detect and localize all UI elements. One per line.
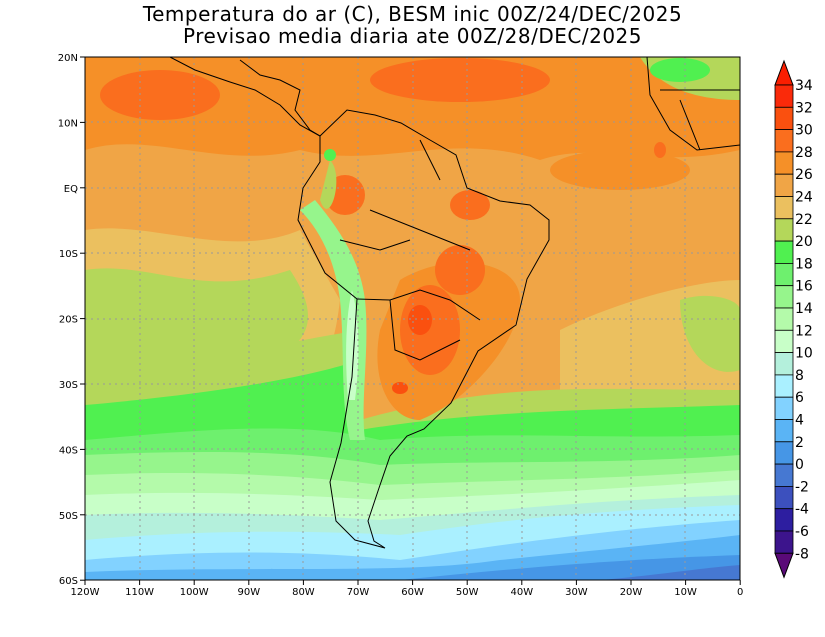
lon-label: 110W bbox=[125, 587, 154, 598]
colorbar-label: 10 bbox=[795, 346, 813, 362]
colorbar-bin bbox=[774, 218, 794, 242]
colorbar-label: 2 bbox=[795, 435, 804, 451]
colorbar-bin bbox=[774, 329, 794, 353]
colorbar-bin bbox=[774, 84, 794, 108]
lat-label: 20S bbox=[59, 315, 78, 326]
colorbar-over-triangle bbox=[774, 59, 794, 86]
colorbar-label: 22 bbox=[795, 212, 813, 228]
lat-label: 60S bbox=[59, 576, 78, 587]
lon-label: 20W bbox=[620, 587, 643, 598]
lat-label: EQ bbox=[64, 184, 78, 195]
colorbar-label: 8 bbox=[795, 368, 804, 384]
colorbar-label: -2 bbox=[795, 479, 809, 495]
colorbar-label: 14 bbox=[795, 301, 813, 317]
central-america-east-coast bbox=[239, 59, 321, 137]
colorbar-label: 34 bbox=[795, 78, 813, 94]
colorbar-label: 30 bbox=[795, 123, 813, 139]
latitude-axis: 20N 10N EQ 10S 20S 30S 40S 50S 60S bbox=[58, 53, 85, 587]
colorbar-bin bbox=[774, 441, 794, 465]
lon-label: 100W bbox=[180, 587, 209, 598]
colorbar-label: 20 bbox=[795, 234, 813, 250]
colorbar-label: 6 bbox=[795, 390, 804, 406]
colorbar-bin bbox=[774, 508, 794, 532]
lon-label: 120W bbox=[71, 587, 100, 598]
colorbar-bin bbox=[774, 307, 794, 331]
colorbar-bin bbox=[774, 240, 794, 264]
lat-label: 40S bbox=[59, 445, 78, 456]
lon-label: 0 bbox=[737, 587, 743, 598]
colorbar-bin bbox=[774, 352, 794, 376]
lon-label: 10W bbox=[674, 587, 697, 598]
colorbar-bin bbox=[774, 396, 794, 420]
colorbar-label: 24 bbox=[795, 190, 813, 206]
colorbar-label: 12 bbox=[795, 323, 813, 339]
africa-outline bbox=[646, 57, 740, 151]
colorbar-label: -4 bbox=[795, 502, 809, 518]
map-title-line-1: Temperatura do ar (C), BESM inic 00Z/24/… bbox=[142, 2, 683, 26]
lon-label: 80W bbox=[292, 587, 315, 598]
colorbar-label: 28 bbox=[795, 145, 813, 161]
lon-label: 60W bbox=[401, 587, 424, 598]
country-borders bbox=[339, 89, 740, 361]
colorbar-bin bbox=[774, 463, 794, 487]
colorbar-under-triangle bbox=[774, 552, 794, 579]
colorbar-label: 26 bbox=[795, 167, 813, 183]
colorbar-bin bbox=[774, 129, 794, 153]
map-title-line-2: Previsao media diaria ate 00Z/28/DEC/202… bbox=[183, 24, 642, 48]
colorbar-bin bbox=[774, 151, 794, 175]
lat-label: 50S bbox=[59, 511, 78, 522]
lon-label: 40W bbox=[510, 587, 533, 598]
lat-label: 30S bbox=[59, 380, 78, 391]
colorbar-label: -6 bbox=[795, 524, 809, 540]
longitude-axis: 120W 110W 100W 90W 80W 70W 60W 50W 40W 30W 20W 10W 0 bbox=[71, 580, 743, 598]
lat-label: 20N bbox=[58, 53, 78, 64]
colorbar-bin bbox=[774, 374, 794, 398]
lat-label: 10N bbox=[58, 118, 78, 129]
colorbar-label: 16 bbox=[795, 279, 813, 295]
colorbar-bin bbox=[774, 485, 794, 510]
coastlines bbox=[169, 57, 740, 549]
colorbar-label: 18 bbox=[795, 256, 813, 272]
lon-label: 30W bbox=[565, 587, 588, 598]
colorbar-bin bbox=[774, 419, 794, 443]
colorbar-bin bbox=[774, 530, 794, 554]
colorbar-label: 32 bbox=[795, 100, 813, 116]
colorbar-label: -8 bbox=[795, 546, 809, 562]
colorbar-bin bbox=[774, 262, 794, 287]
south-america-outline bbox=[297, 109, 550, 549]
colorbar-bin bbox=[774, 196, 794, 220]
colorbar-bin bbox=[774, 285, 794, 309]
colorbar-label: 0 bbox=[795, 457, 804, 473]
central-america-outline bbox=[169, 57, 321, 137]
lon-label: 90W bbox=[237, 587, 260, 598]
colorbar-bin bbox=[774, 106, 794, 131]
temperature-field bbox=[85, 57, 740, 580]
colorbar-bin bbox=[774, 173, 794, 197]
colorbar-label: 4 bbox=[795, 413, 804, 429]
lat-label: 10S bbox=[59, 249, 78, 260]
lon-label: 50W bbox=[456, 587, 479, 598]
lon-label: 70W bbox=[347, 587, 370, 598]
